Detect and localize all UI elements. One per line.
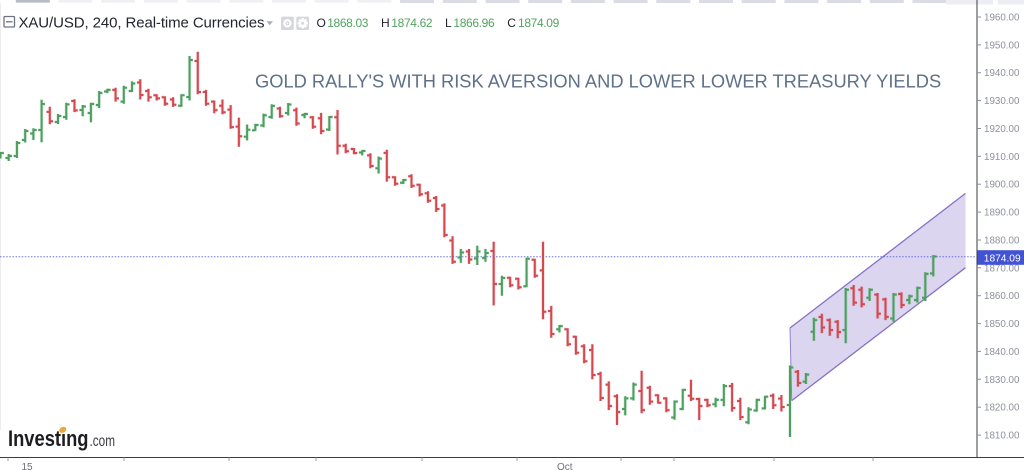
svg-text:1860.00: 1860.00 xyxy=(984,291,1020,302)
svg-text:1930.00: 1930.00 xyxy=(984,96,1020,107)
svg-text:1940.00: 1940.00 xyxy=(984,68,1020,79)
svg-text:1870.00: 1870.00 xyxy=(984,263,1020,274)
svg-text:1874.09: 1874.09 xyxy=(984,254,1021,265)
svg-text:1820.00: 1820.00 xyxy=(984,403,1020,414)
svg-text:C: C xyxy=(507,16,516,30)
svg-text:1840.00: 1840.00 xyxy=(984,347,1020,358)
svg-text:1950.00: 1950.00 xyxy=(984,40,1020,51)
svg-text:1850.00: 1850.00 xyxy=(984,319,1020,330)
svg-text:1874.09: 1874.09 xyxy=(518,16,560,30)
svg-text:1868.03: 1868.03 xyxy=(327,16,369,30)
svg-text:L: L xyxy=(445,16,452,30)
svg-text:1810.00: 1810.00 xyxy=(984,431,1020,442)
svg-text:GOLD RALLY'S WITH RISK AVERSIO: GOLD RALLY'S WITH RISK AVERSION AND LOWE… xyxy=(255,71,941,92)
svg-text:1874.62: 1874.62 xyxy=(391,16,433,30)
svg-text:XAU/USD, 240, Real-time Curren: XAU/USD, 240, Real-time Currencies xyxy=(19,15,265,32)
svg-text:1830.00: 1830.00 xyxy=(984,375,1020,386)
svg-text:O: O xyxy=(317,16,326,30)
svg-text:1880.00: 1880.00 xyxy=(984,236,1020,247)
svg-text:1866.96: 1866.96 xyxy=(453,16,495,30)
svg-text:15: 15 xyxy=(22,462,34,471)
svg-text:Oct: Oct xyxy=(557,462,573,471)
svg-text:1920.00: 1920.00 xyxy=(984,124,1020,135)
svg-text:1890.00: 1890.00 xyxy=(984,208,1020,219)
svg-text:H: H xyxy=(381,16,390,30)
svg-text:Investıng: Investıng xyxy=(8,426,89,451)
svg-text:.com: .com xyxy=(90,433,116,450)
svg-text:1900.00: 1900.00 xyxy=(984,180,1020,191)
svg-text:1960.00: 1960.00 xyxy=(984,13,1020,24)
svg-text:1910.00: 1910.00 xyxy=(984,152,1020,163)
